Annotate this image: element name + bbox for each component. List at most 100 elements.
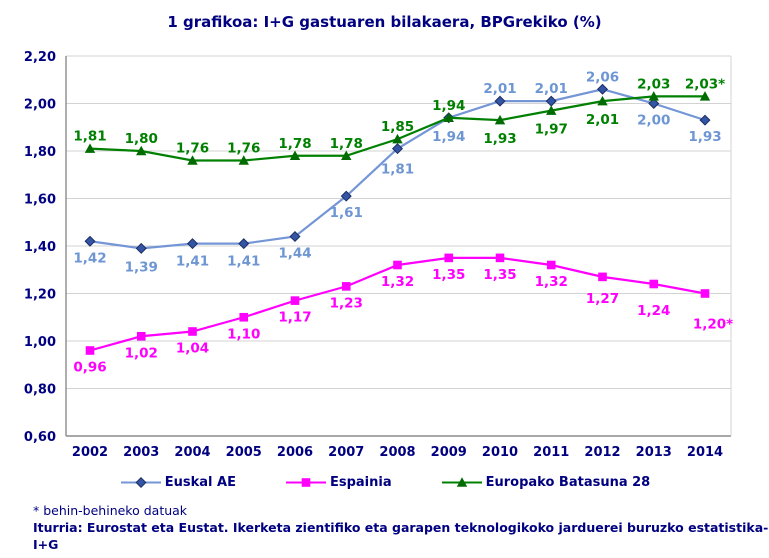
- marker-triangle: [699, 91, 711, 101]
- data-label: 1,78: [330, 136, 363, 152]
- footnote-provisional: * behin-behineko datuak: [33, 503, 188, 518]
- marker-square: [393, 260, 402, 270]
- marker-triangle: [341, 150, 352, 160]
- x-tick-label: 2007: [328, 445, 364, 460]
- data-label: 1,41: [227, 254, 260, 270]
- data-label: 1,94: [432, 98, 465, 114]
- legend-item-1: Espainia: [284, 475, 392, 490]
- data-label: 1,78: [278, 136, 311, 152]
- y-tick-label: 1,40: [24, 240, 56, 255]
- marker-diamond: [494, 95, 506, 107]
- data-label: 1,35: [432, 267, 465, 283]
- x-tick-label: 2011: [533, 445, 569, 460]
- data-label: 1,76: [176, 141, 209, 157]
- marker-square: [341, 282, 351, 291]
- marker-triangle: [136, 145, 147, 156]
- marker-square: [598, 272, 607, 282]
- data-label: 1,20*: [693, 317, 733, 333]
- x-tick-label: 2006: [277, 445, 313, 460]
- marker-square: [290, 296, 300, 305]
- marker-square: [649, 279, 659, 289]
- data-label: 2,03: [637, 76, 670, 92]
- marker-diamond: [648, 97, 660, 110]
- y-axis-labels: 0,60 0,80 1,00 1,20 1,40 1,60 1,80 2,00 2,20: [24, 50, 56, 445]
- y-tick-label: 2,20: [24, 50, 56, 65]
- marker-triangle: [443, 112, 454, 122]
- marker-diamond: [699, 114, 711, 126]
- marker-diamond: [545, 95, 557, 107]
- data-label: 1,97: [535, 122, 568, 138]
- data-label: 1,32: [535, 274, 568, 290]
- x-tick-label: 2005: [226, 445, 262, 460]
- data-label: 1,02: [125, 345, 158, 361]
- marker-triangle: [494, 114, 506, 125]
- data-label: 2,03*: [685, 76, 725, 92]
- x-tick-label: 2004: [174, 445, 210, 460]
- legend-diamond-icon: [120, 476, 161, 489]
- y-tick-label: 1,00: [24, 335, 56, 350]
- gridlines: [65, 55, 732, 437]
- data-label: 1,76: [227, 141, 260, 157]
- data-label: 1,42: [73, 250, 106, 266]
- data-label: 1,27: [586, 291, 619, 307]
- x-tick-label: 2008: [379, 445, 415, 460]
- marker-diamond: [340, 190, 352, 202]
- legend-label: Euskal AE: [164, 475, 236, 490]
- data-label: 1,41: [176, 254, 209, 270]
- x-axis-labels: 2002 2003 2004 2005 2006 2007 2008 2009 2010 2011…: [72, 445, 723, 460]
- marker-square: [136, 331, 146, 341]
- marker-triangle: [84, 143, 96, 153]
- data-label: 1,93: [688, 129, 721, 145]
- data-label: 0,96: [73, 360, 106, 376]
- marker-diamond: [596, 83, 609, 95]
- x-tick-label: 2012: [584, 445, 620, 460]
- marker-diamond: [391, 143, 404, 155]
- marker-square: [188, 327, 197, 336]
- data-label: 2,00: [637, 113, 670, 129]
- data-label: 1,23: [330, 295, 363, 311]
- x-tick-label: 2009: [431, 445, 467, 460]
- y-tick-label: 1,80: [24, 145, 56, 160]
- marker-square: [546, 260, 556, 270]
- data-label: 2,01: [535, 81, 568, 97]
- data-label: 1,93: [483, 131, 516, 147]
- legend-item-2: Europako Batasuna 28: [440, 475, 651, 490]
- legend-square-icon: [285, 478, 326, 487]
- x-tick-label: 2002: [72, 445, 108, 460]
- data-label: 1,94: [432, 129, 465, 145]
- series-2: 1,81 1,80 1,76 1,76 1,78 1,78 1,85 1,94 1,93 1,97…: [73, 76, 725, 165]
- y-tick-label: 0,80: [24, 383, 56, 398]
- data-label: 1,35: [483, 267, 516, 283]
- marker-triangle: [597, 95, 608, 106]
- x-tick-label: 2013: [636, 445, 672, 460]
- legend-item-0: Euskal AE: [119, 475, 236, 490]
- legend-label: Espainia: [329, 475, 392, 490]
- marker-diamond: [238, 238, 250, 250]
- y-tick-label: 0,60: [24, 430, 56, 445]
- data-label: 1,10: [227, 326, 260, 342]
- marker-diamond: [135, 476, 147, 489]
- x-tick-label: 2003: [123, 445, 159, 460]
- legend-label: Europako Batasuna 28: [485, 475, 651, 490]
- footnote-source: Iturria: Eurostat eta Eustat. Ikerketa z…: [33, 520, 769, 552]
- data-label: 1,32: [381, 274, 414, 290]
- data-label: 1,81: [381, 162, 414, 178]
- data-label: 2,01: [586, 112, 619, 128]
- marker-triangle: [392, 133, 403, 144]
- x-tick-label: 2014: [687, 445, 723, 460]
- marker-square: [495, 253, 505, 263]
- marker-square: [700, 289, 710, 298]
- marker-diamond: [289, 230, 301, 243]
- marker-square: [301, 478, 311, 487]
- footnotes: * behin-behineko datuak Iturria: Eurosta…: [33, 502, 769, 553]
- marker-square: [239, 312, 249, 322]
- y-tick-label: 1,20: [24, 288, 56, 303]
- marker-triangle: [289, 150, 301, 160]
- data-label: 1,85: [381, 119, 414, 135]
- data-label: 1,80: [125, 131, 158, 147]
- y-tick-label: 1,60: [24, 193, 56, 208]
- series-1: 0,96 1,02 1,04 1,10 1,17 1,23 1,32 1,35 1,35 1,32…: [73, 253, 733, 376]
- data-label: 1,04: [176, 341, 209, 357]
- chart-legend: Euskal AE Espainia Europako Batasuna 28: [0, 475, 769, 490]
